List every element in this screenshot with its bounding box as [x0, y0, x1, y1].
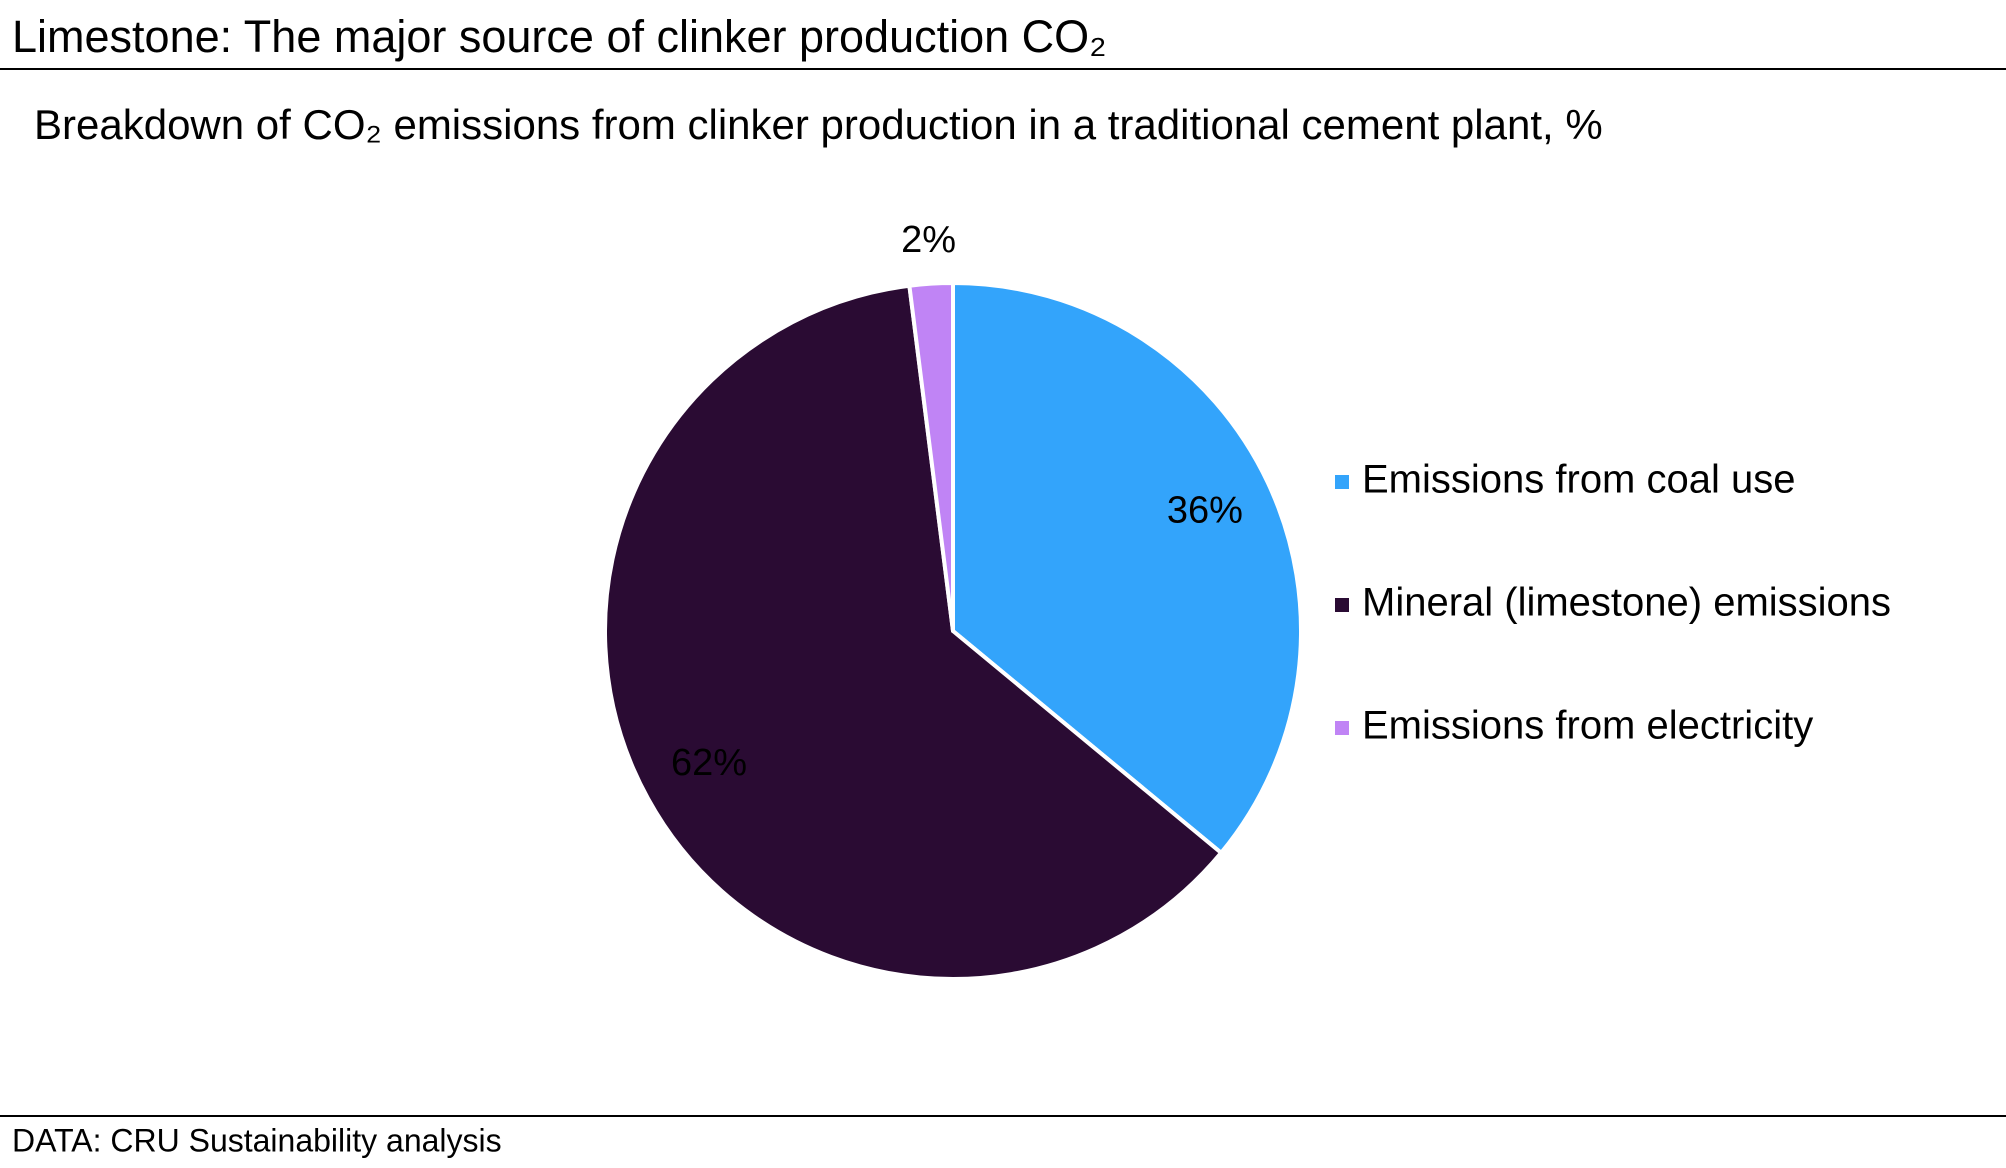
legend-swatch	[1335, 598, 1349, 612]
source: DATA: CRU Sustainability analysis	[12, 1122, 502, 1158]
legend-label: Mineral (limestone) emissions	[1362, 581, 1891, 625]
data-label: 62%	[671, 742, 747, 784]
pie-slice	[951, 281, 1303, 855]
chart-subtitle: Breakdown of CO₂ emissions from clinker …	[34, 101, 1603, 148]
pie-slice	[907, 281, 955, 633]
data-label: 36%	[1167, 489, 1243, 531]
legend-swatch	[1335, 721, 1349, 735]
legend-swatch	[1335, 475, 1349, 489]
legend-label: Emissions from electricity	[1362, 704, 1813, 748]
legend-label: Emissions from coal use	[1362, 458, 1795, 502]
pie-slice	[603, 283, 1224, 981]
data-label: 2%	[901, 219, 956, 261]
chart-title: Limestone: The major source of clinker p…	[12, 11, 1107, 62]
